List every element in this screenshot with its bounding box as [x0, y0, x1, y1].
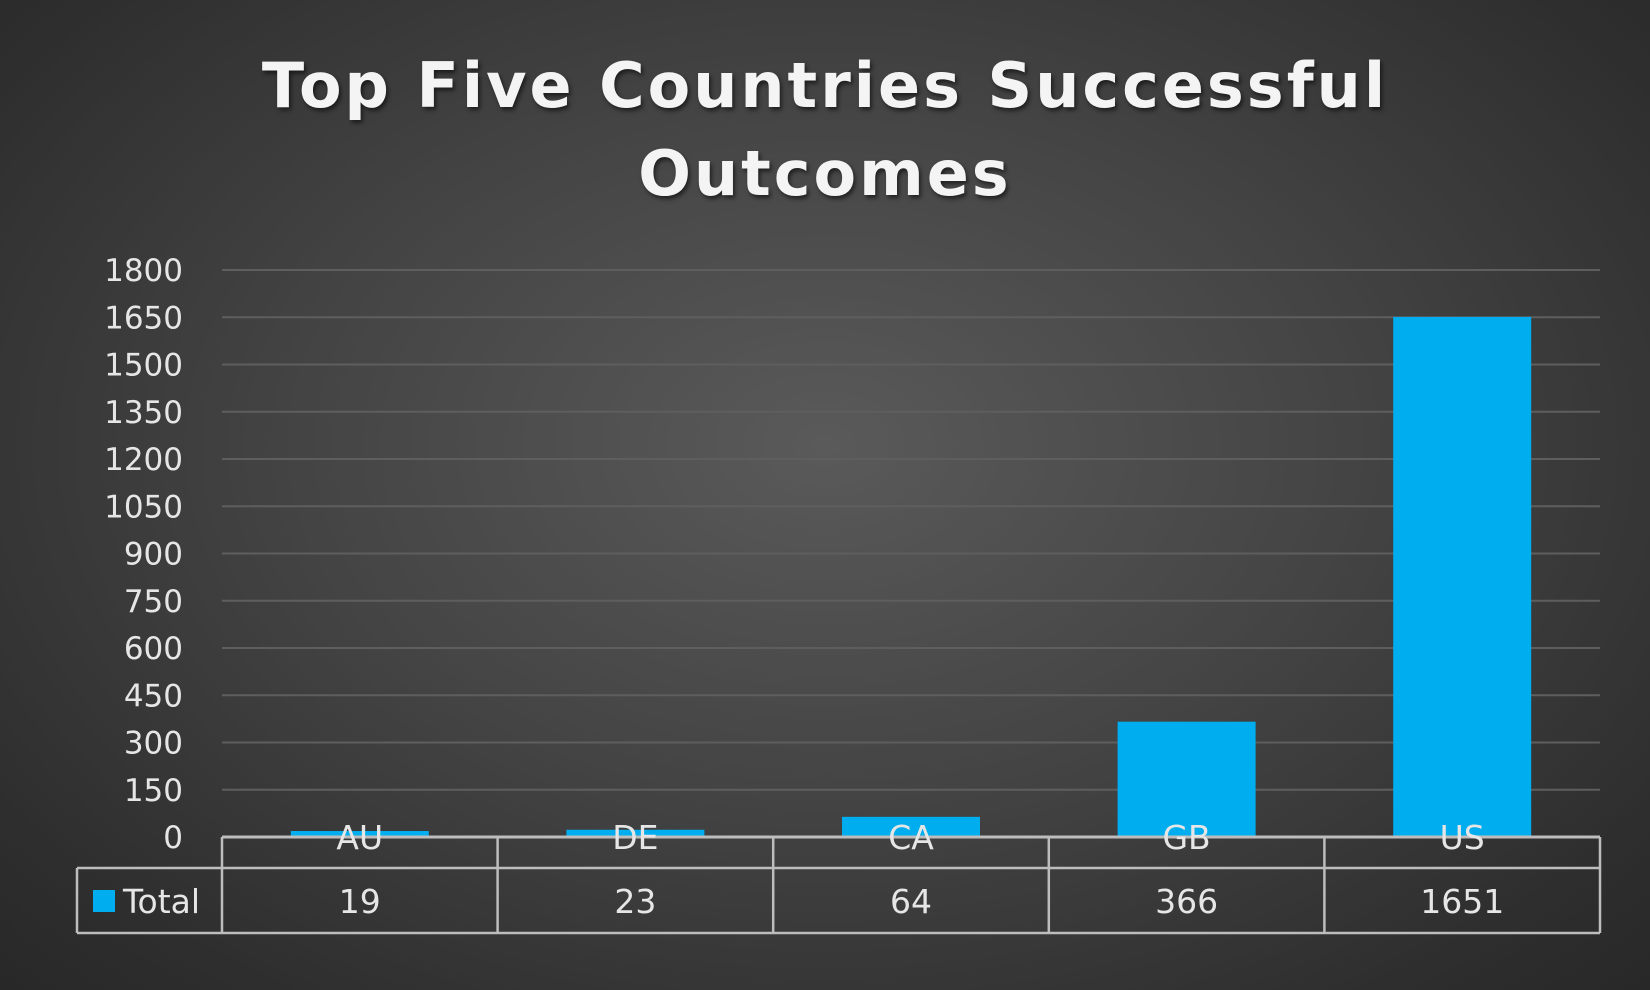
- y-tick-label: 150: [124, 773, 183, 809]
- x-category-label: GB: [1162, 818, 1210, 857]
- bar-au: [290, 831, 429, 837]
- x-category-label: DE: [612, 818, 658, 857]
- data-label: 366: [1155, 882, 1218, 921]
- chart-title: Top Five Countries Successful Outcomes: [0, 42, 1650, 218]
- y-tick-label: 0: [163, 820, 183, 856]
- y-axis-tick-labels: 0 150 300 450 600 750 900 1050 1200 1350 1500 1650 1…: [104, 253, 183, 856]
- x-category-label: CA: [888, 818, 934, 857]
- y-tick-label: 750: [124, 584, 183, 620]
- y-tick-label: 300: [124, 726, 183, 762]
- gridlines: [222, 269, 1600, 791]
- data-table: AU DE CA GB US 19 23 64 366 1651 Total: [75, 818, 1602, 935]
- bar-ca: [842, 816, 980, 837]
- y-tick-label: 1650: [104, 300, 183, 336]
- y-tick-label: 1050: [104, 489, 183, 525]
- y-tick-label: 1350: [104, 395, 183, 431]
- bars: [290, 316, 1532, 837]
- bar-us: [1393, 316, 1532, 837]
- legend-key-total: [93, 890, 115, 912]
- data-label: 19: [339, 882, 381, 921]
- data-label: 1651: [1420, 882, 1504, 921]
- chart-title-line-2: Outcomes: [638, 137, 1012, 210]
- y-tick-label: 900: [124, 537, 183, 573]
- y-tick-label: 1800: [104, 253, 183, 289]
- x-category-label: AU: [336, 818, 383, 857]
- chart-title-line-1: Top Five Countries Successful: [261, 49, 1389, 122]
- data-label: 23: [614, 882, 656, 921]
- y-tick-label: 450: [124, 678, 183, 714]
- y-tick-label: 1200: [104, 442, 183, 478]
- bar-de: [566, 829, 705, 837]
- x-category-label: US: [1440, 818, 1485, 857]
- bar-gb: [1117, 721, 1256, 837]
- y-tick-label: 600: [124, 631, 183, 667]
- legend-label-total: Total: [122, 882, 200, 921]
- y-tick-label: 1500: [104, 348, 183, 384]
- data-label: 64: [890, 882, 932, 921]
